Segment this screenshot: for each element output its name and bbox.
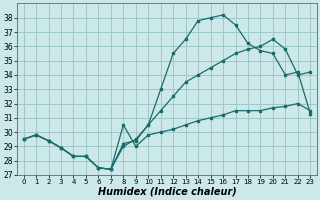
X-axis label: Humidex (Indice chaleur): Humidex (Indice chaleur) — [98, 187, 236, 197]
